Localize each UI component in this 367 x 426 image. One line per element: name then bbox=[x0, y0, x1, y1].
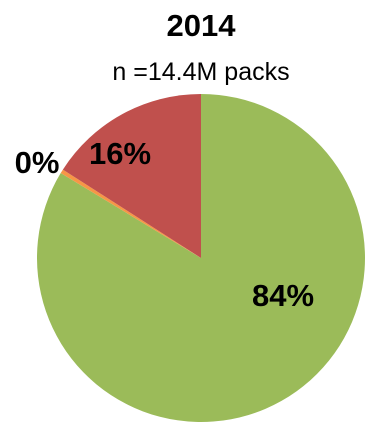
chart-title: 2014 bbox=[167, 8, 237, 43]
pie-slices bbox=[37, 94, 366, 422]
chart-subtitle: n =14.4M packs bbox=[112, 58, 289, 86]
slice-label-0: 0% bbox=[15, 145, 60, 180]
slice-84 bbox=[37, 94, 366, 422]
slice-0 bbox=[60, 169, 202, 258]
slice-label-16: 16% bbox=[89, 136, 151, 171]
slice-label-84: 84% bbox=[252, 278, 314, 313]
slice-16 bbox=[62, 94, 202, 258]
